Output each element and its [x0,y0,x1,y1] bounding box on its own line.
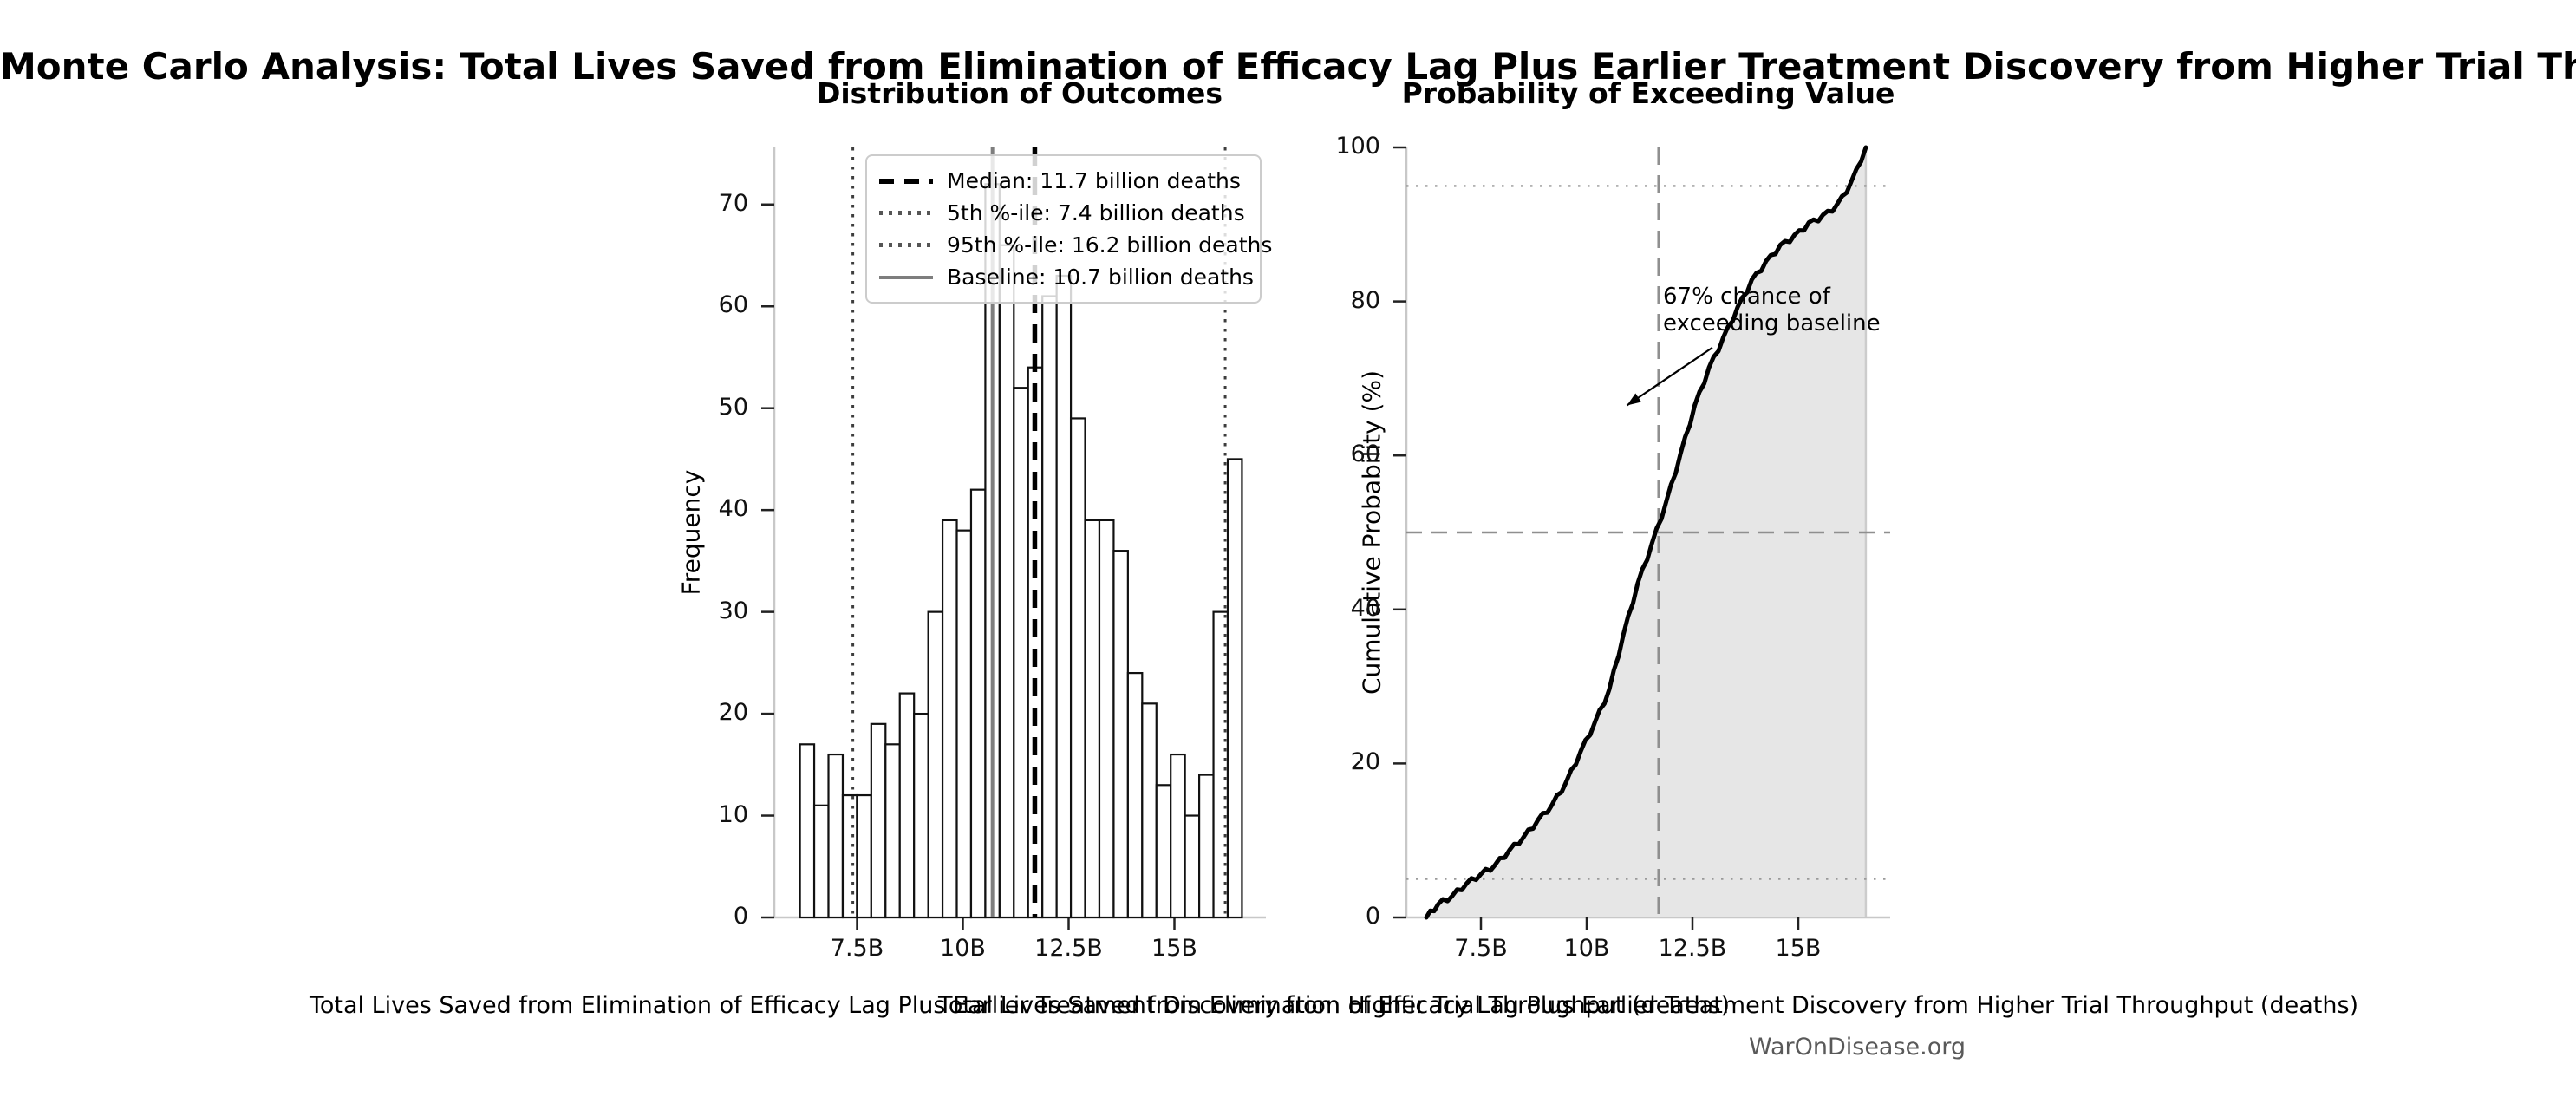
histogram-bar [955,529,973,919]
y-tick-label: 70 [718,189,748,217]
histogram-bar [1084,519,1101,919]
y-tick-label: 20 [1350,748,1380,776]
legend-row-median: Median: 11.7 billion deaths [879,168,1248,193]
cdf-fill-area [1426,147,1866,917]
histogram-bar [1197,774,1215,919]
baseline-line-sample [879,275,933,279]
histogram-title: Distribution of Outcomes [816,76,1223,110]
figure-title: Monte Carlo Analysis: Total Lives Saved … [0,45,2576,88]
legend-row-p95: 95th %-ile: 16.2 billion deaths [879,232,1272,258]
histogram-bar [969,488,987,919]
histogram-bar [870,722,887,919]
annotation-line-1: 67% chance of [1663,284,1830,310]
legend-label: Median: 11.7 billion deaths [947,168,1241,193]
y-tick-label: 30 [718,597,748,624]
histogram-bar [1126,671,1144,919]
histogram-bar [927,610,944,919]
histogram-bar [856,793,872,919]
cdf-xlabel: Total Lives Saved from Elimination of Ef… [937,992,2359,1019]
histogram-bar [827,753,845,919]
histogram-bar [1098,519,1115,919]
x-tick-label: 12.5B [1658,935,1727,962]
histogram-bar [1170,753,1186,919]
legend: Median: 11.7 billion deaths 5th %-ile: 7… [865,154,1272,304]
x-tick-label: 7.5B [830,935,884,962]
histogram-bar [998,244,1015,919]
annotation-arrow-head [1627,393,1641,406]
cdf-title: Probability of Exceeding Value [1401,76,1895,110]
histogram-xlabel: Total Lives Saved from Elimination of Ef… [309,992,1731,1019]
legend-row-baseline: Baseline: 10.7 billion deaths [879,264,1254,290]
cdf-curve [1424,145,1868,920]
histogram-bar [799,743,816,919]
y-tick-label: 100 [1335,133,1380,160]
histogram-bar [1212,610,1229,919]
x-tick-label: 7.5B [1454,935,1508,962]
histogram-bar [941,519,958,919]
histogram-bar [898,692,916,919]
legend-label: 5th %-ile: 7.4 billion deaths [947,200,1245,225]
x-tick-label: 10B [940,935,986,962]
annotation-arrow-line [1626,346,1713,407]
y-tick-label: 40 [718,495,748,523]
y-tick-label: 0 [1365,903,1380,930]
y-tick-label: 60 [718,291,748,319]
annotation-line-2: exceeding baseline [1663,310,1881,336]
x-tick-label: 12.5B [1034,935,1103,962]
x-tick-label: 15B [1775,935,1822,962]
y-tick-label: 20 [718,699,748,727]
y-tick-label: 0 [733,903,748,930]
x-tick-label: 10B [1563,935,1610,962]
legend-label: 95th %-ile: 16.2 billion deaths [947,232,1273,258]
histogram-bar [884,743,901,919]
histogram-bar [913,712,929,919]
cdf-ylabel: Cumulative Probability (%) [1357,369,1386,695]
x-tick-label: 15B [1151,935,1197,962]
legend-label: Baseline: 10.7 billion deaths [947,264,1254,290]
histogram-bar [1041,295,1058,919]
y-tick-label: 50 [718,393,748,421]
histogram-bar [1141,702,1158,919]
median-line-sample [879,178,933,184]
percentile-line-sample [879,211,933,215]
histogram-bar [1112,550,1129,919]
percentile-line-sample [879,243,933,247]
y-tick-label: 80 [1350,286,1380,314]
histogram-bar [1013,387,1029,919]
y-tick-label: 60 [1350,441,1380,468]
histogram-bar [1069,417,1086,919]
y-tick-label: 10 [718,800,748,828]
annotation-exceed-baseline: 67% chance of exceeding baseline [1663,284,1881,337]
legend-row-p5: 5th %-ile: 7.4 billion deaths [879,200,1248,225]
histogram-bar [1155,784,1172,919]
histogram-bar [1055,274,1073,919]
histogram-bar [1226,458,1243,919]
y-tick-label: 40 [1350,594,1380,622]
histogram-bar [812,804,830,919]
footer-watermark: WarOnDisease.org [1748,1034,1966,1061]
histogram-bar [1184,814,1201,919]
histogram-bar [841,793,858,919]
histogram-ylabel: Frequency [676,469,706,596]
